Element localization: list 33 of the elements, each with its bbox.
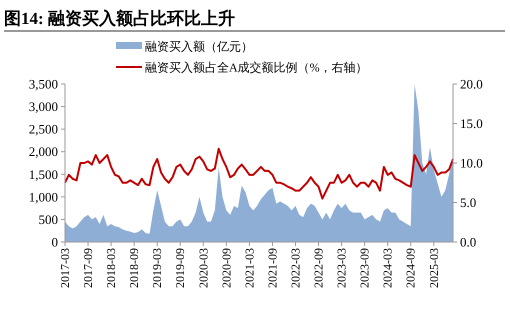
x-tick-label: 2021-09 (265, 248, 280, 288)
x-tick-label: 2020-03 (196, 248, 210, 288)
x-tick-label: 2022-09 (312, 248, 326, 288)
x-tick-label: 2024-09 (404, 248, 418, 288)
x-tick-label: 2022-03 (288, 248, 302, 288)
x-tick-label: 2024-03 (380, 248, 395, 288)
x-tick-label: 2020-09 (219, 248, 234, 288)
x-tick-label: 2019-03 (150, 248, 164, 288)
y-tick-label: 3,000 (28, 99, 58, 114)
y2-tick-label: 10.0 (460, 156, 483, 170)
x-tick-label: 2025-03 (426, 248, 441, 288)
legend-label: 融资买入额（亿元） (145, 40, 253, 54)
x-tick-label: 2021-03 (242, 248, 256, 288)
y2-tick-label: 0.0 (460, 234, 476, 250)
x-tick-label: 2023-03 (334, 248, 349, 288)
y2-tick-label: 20.0 (460, 76, 483, 92)
x-tick-label: 2017-09 (81, 248, 96, 288)
y-tick-label: 2,000 (28, 144, 58, 160)
x-tick-label: 2017-03 (58, 248, 72, 288)
y-tick-label: 2,500 (28, 122, 58, 137)
y-tick-label: 0 (52, 234, 58, 250)
y2-tick-label: 5.0 (460, 195, 476, 210)
x-tick-label: 2019-09 (173, 248, 188, 288)
chart-title: 图14: 融资买入额占比环比上升 (4, 9, 235, 28)
x-tick-label: 2018-03 (104, 248, 118, 288)
x-tick-label: 2023-09 (358, 248, 372, 288)
y-tick-label: 1,000 (28, 189, 58, 204)
x-tick-label: 2018-09 (127, 248, 142, 288)
legend-label: 融资买入额占全A成交额比例（%，右轴） (145, 60, 368, 74)
y2-tick-label: 15.0 (460, 116, 483, 131)
y-tick-label: 1,500 (28, 166, 58, 182)
y-tick-label: 3,500 (28, 76, 58, 92)
y-tick-label: 500 (38, 212, 58, 227)
